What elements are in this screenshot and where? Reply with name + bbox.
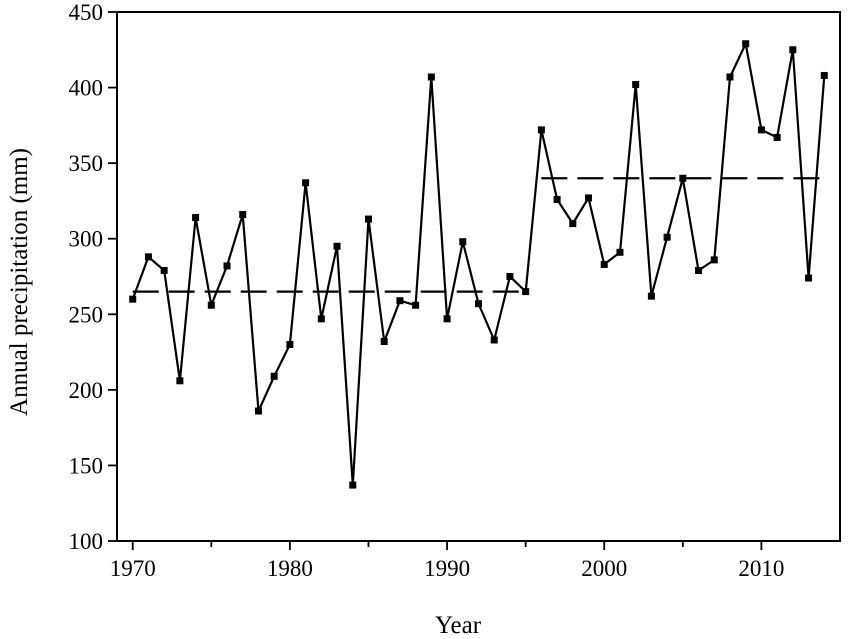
data-point-1986 bbox=[380, 337, 388, 345]
data-point-1975 bbox=[207, 301, 215, 309]
y-tick-label: 300 bbox=[69, 227, 104, 252]
data-point-1995 bbox=[522, 288, 530, 296]
data-point-1999 bbox=[585, 194, 593, 202]
data-point-1973 bbox=[176, 377, 184, 385]
data-point-1971 bbox=[144, 253, 152, 261]
data-point-1996 bbox=[537, 126, 545, 134]
data-point-1990 bbox=[443, 315, 451, 323]
x-axis-title: Year bbox=[435, 612, 482, 639]
x-tick-label: 2000 bbox=[581, 556, 627, 581]
data-point-2007 bbox=[710, 256, 718, 264]
x-tick-label: 1990 bbox=[424, 556, 470, 581]
precipitation-series-line bbox=[131, 40, 826, 486]
y-tick-label: 100 bbox=[69, 529, 104, 554]
data-point-2004 bbox=[663, 233, 671, 241]
data-point-1982 bbox=[317, 315, 325, 323]
data-point-2014 bbox=[820, 71, 828, 79]
data-point-1997 bbox=[553, 195, 561, 203]
data-point-2001 bbox=[616, 248, 624, 256]
plot-frame bbox=[116, 11, 841, 542]
data-point-1977 bbox=[239, 211, 247, 219]
y-tick-label: 450 bbox=[69, 0, 104, 25]
data-point-2010 bbox=[757, 126, 765, 134]
data-point-1987 bbox=[396, 297, 404, 305]
y-tick-label: 350 bbox=[69, 151, 104, 176]
data-point-1985 bbox=[364, 215, 372, 223]
data-point-2008 bbox=[726, 73, 734, 81]
data-point-1970 bbox=[129, 295, 137, 303]
data-point-1988 bbox=[412, 301, 420, 309]
data-point-2003 bbox=[647, 292, 655, 300]
data-point-1983 bbox=[333, 242, 341, 250]
y-tick-label: 250 bbox=[69, 302, 104, 327]
y-tick-label: 200 bbox=[69, 378, 104, 403]
data-point-2002 bbox=[632, 81, 640, 89]
data-point-1981 bbox=[302, 179, 310, 187]
data-point-1998 bbox=[569, 220, 577, 228]
y-tick-label: 150 bbox=[69, 453, 104, 478]
data-point-1980 bbox=[286, 341, 294, 349]
data-point-1974 bbox=[192, 214, 200, 222]
y-tick-label: 400 bbox=[69, 76, 104, 101]
x-tick-label: 1970 bbox=[110, 556, 156, 581]
data-point-2005 bbox=[679, 174, 687, 182]
data-point-1979 bbox=[270, 372, 278, 380]
data-point-2012 bbox=[789, 46, 797, 54]
data-point-2000 bbox=[600, 260, 608, 268]
data-point-2011 bbox=[773, 133, 781, 141]
x-tick-label: 1980 bbox=[267, 556, 313, 581]
data-point-2009 bbox=[742, 40, 750, 48]
data-point-1994 bbox=[506, 273, 514, 280]
data-point-1972 bbox=[160, 266, 168, 274]
data-point-2006 bbox=[695, 266, 703, 274]
y-axis-title: Annual precipitation (mm) bbox=[6, 148, 33, 416]
data-point-1993 bbox=[490, 336, 498, 344]
data-point-1976 bbox=[223, 262, 231, 270]
data-point-2013 bbox=[805, 274, 813, 282]
data-point-1989 bbox=[427, 73, 435, 81]
data-point-1978 bbox=[254, 407, 262, 415]
data-point-1991 bbox=[459, 238, 467, 246]
data-point-1984 bbox=[349, 481, 357, 489]
x-tick-label: 2010 bbox=[738, 556, 784, 581]
data-point-1992 bbox=[475, 300, 482, 308]
